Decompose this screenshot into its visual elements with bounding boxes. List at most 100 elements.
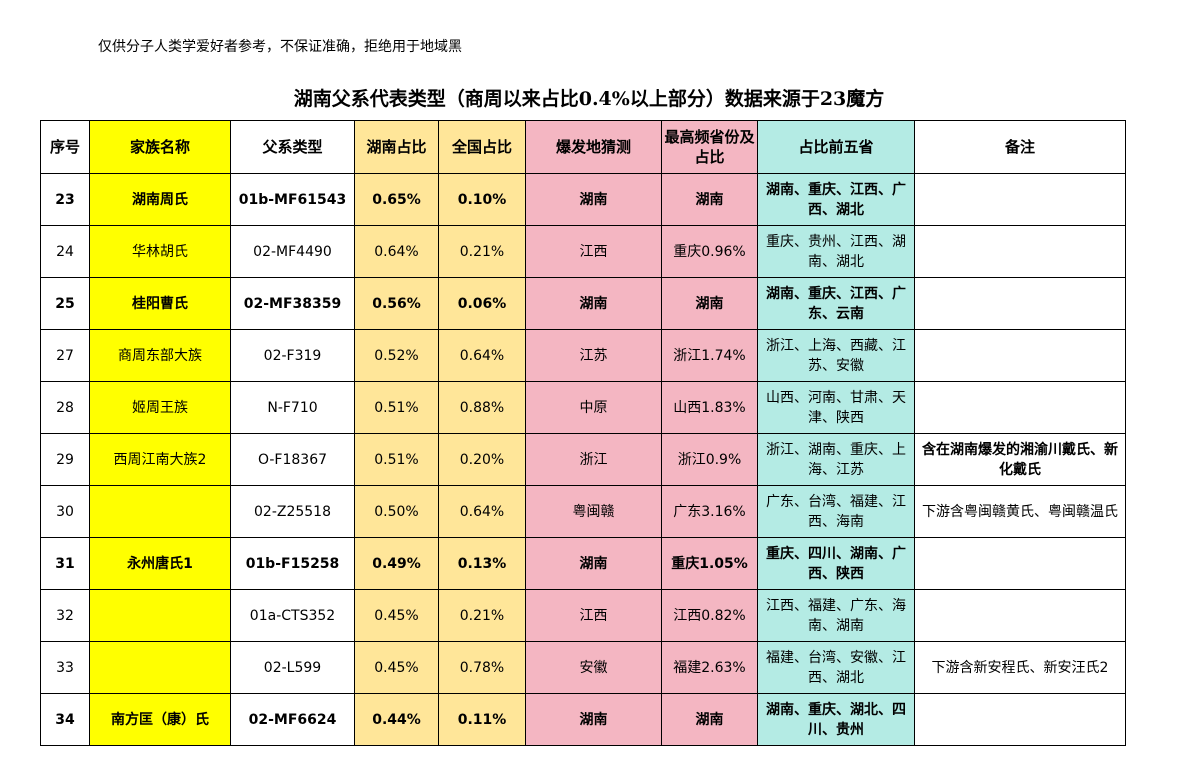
cell-notes (914, 225, 1126, 278)
cell-top-province: 浙江0.9% (661, 433, 758, 486)
cell-lineage-type: 01a-CTS352 (230, 589, 355, 642)
cell-top-province: 重庆0.96% (661, 225, 758, 278)
cell-origin-guess: 江西 (525, 589, 662, 642)
header-lineage-type: 父系类型 (230, 120, 355, 174)
cell-lineage-type: 01b-F15258 (230, 537, 355, 590)
cell-top-province: 福建2.63% (661, 641, 758, 694)
cell-lineage-type: 02-L599 (230, 641, 355, 694)
cell-notes (914, 329, 1126, 382)
table-row: 32 01a-CTS352 0.45% 0.21% 江西 江西0.82% 江西、福建、广东、… (40, 589, 1126, 642)
table-row: 33 02-L599 0.45% 0.78% 安徽 福建2.63% 福建、台湾、安徽、江西、… (40, 641, 1126, 694)
cell-origin-guess: 湖南 (525, 277, 662, 330)
cell-family-name (89, 485, 231, 538)
cell-top5-provinces: 福建、台湾、安徽、江西、湖北 (757, 641, 915, 694)
cell-lineage-type: 02-MF38359 (230, 277, 355, 330)
cell-hunan-share: 0.64% (354, 225, 439, 278)
cell-lineage-type: 01b-MF61543 (230, 173, 355, 226)
cell-lineage-type: N-F710 (230, 381, 355, 434)
cell-family-name: 商周东部大族 (89, 329, 231, 382)
cell-origin-guess: 粤闽赣 (525, 485, 662, 538)
cell-origin-guess: 浙江 (525, 433, 662, 486)
cell-hunan-share: 0.56% (354, 277, 439, 330)
cell-top-province: 湖南 (661, 693, 758, 746)
disclaimer-text: 仅供分子人类学爱好者参考，不保证准确，拒绝用于地域黑 (98, 39, 462, 55)
cell-index: 27 (40, 329, 90, 382)
cell-national-share: 0.21% (438, 589, 526, 642)
cell-index: 29 (40, 433, 90, 486)
cell-index: 33 (40, 641, 90, 694)
cell-top5-provinces: 重庆、四川、湖南、广西、陕西 (757, 537, 915, 590)
cell-notes (914, 693, 1126, 746)
header-top5-provinces: 占比前五省 (757, 120, 915, 174)
cell-index: 32 (40, 589, 90, 642)
cell-lineage-type: 02-MF4490 (230, 225, 355, 278)
cell-index: 30 (40, 485, 90, 538)
cell-lineage-type: 02-Z25518 (230, 485, 355, 538)
cell-notes (914, 589, 1126, 642)
cell-origin-guess: 江西 (525, 225, 662, 278)
table-row: 30 02-Z25518 0.50% 0.64% 粤闽赣 广东3.16% 广东、台湾、福建、… (40, 485, 1126, 538)
cell-top-province: 重庆1.05% (661, 537, 758, 590)
cell-hunan-share: 0.52% (354, 329, 439, 382)
cell-hunan-share: 0.44% (354, 693, 439, 746)
cell-top5-provinces: 湖南、重庆、江西、广东、云南 (757, 277, 915, 330)
cell-national-share: 0.64% (438, 329, 526, 382)
cell-family-name: 南方匡（康）氏 (89, 693, 231, 746)
cell-national-share: 0.10% (438, 173, 526, 226)
cell-hunan-share: 0.50% (354, 485, 439, 538)
cell-index: 31 (40, 537, 90, 590)
cell-top5-provinces: 江西、福建、广东、海南、湖南 (757, 589, 915, 642)
cell-notes (914, 173, 1126, 226)
cell-family-name (89, 641, 231, 694)
lineage-table: 序号 家族名称 父系类型 湖南占比 全国占比 爆发地猜测 最高频省份及占比 占比… (40, 120, 1126, 746)
cell-origin-guess: 湖南 (525, 173, 662, 226)
cell-lineage-type: 02-MF6624 (230, 693, 355, 746)
cell-top5-provinces: 广东、台湾、福建、江西、海南 (757, 485, 915, 538)
cell-notes (914, 277, 1126, 330)
cell-origin-guess: 安徽 (525, 641, 662, 694)
cell-top-province: 湖南 (661, 173, 758, 226)
cell-top-province: 湖南 (661, 277, 758, 330)
cell-national-share: 0.11% (438, 693, 526, 746)
header-top-province: 最高频省份及占比 (661, 120, 758, 174)
page-title: 湖南父系代表类型（商周以来占比0.4%以上部分）数据来源于23魔方 (293, 88, 885, 110)
cell-notes (914, 381, 1126, 434)
cell-top-province: 浙江1.74% (661, 329, 758, 382)
cell-lineage-type: 02-F319 (230, 329, 355, 382)
cell-notes (914, 537, 1126, 590)
cell-notes: 含在湖南爆发的湘渝川戴氏、新化戴氏 (914, 433, 1126, 486)
cell-family-name: 姬周王族 (89, 381, 231, 434)
header-national-share: 全国占比 (438, 120, 526, 174)
cell-national-share: 0.13% (438, 537, 526, 590)
cell-lineage-type: O-F18367 (230, 433, 355, 486)
header-notes: 备注 (914, 120, 1126, 174)
cell-index: 34 (40, 693, 90, 746)
table-row: 34 南方匡（康）氏 02-MF6624 0.44% 0.11% 湖南 湖南 湖南、重庆、湖北… (40, 693, 1126, 746)
cell-family-name: 华林胡氏 (89, 225, 231, 278)
cell-hunan-share: 0.51% (354, 433, 439, 486)
cell-family-name: 西周江南大族2 (89, 433, 231, 486)
table-row: 25 桂阳曹氏 02-MF38359 0.56% 0.06% 湖南 湖南 湖南、重庆、江西、广… (40, 277, 1126, 330)
table-row: 31 永州唐氏1 01b-F15258 0.49% 0.13% 湖南 重庆1.05% 重庆、四… (40, 537, 1126, 590)
cell-origin-guess: 湖南 (525, 537, 662, 590)
cell-national-share: 0.64% (438, 485, 526, 538)
cell-hunan-share: 0.45% (354, 589, 439, 642)
table-row: 27 商周东部大族 02-F319 0.52% 0.64% 江苏 浙江1.74% 浙江、上海、… (40, 329, 1126, 382)
header-hunan-share: 湖南占比 (354, 120, 439, 174)
cell-national-share: 0.06% (438, 277, 526, 330)
cell-top-province: 广东3.16% (661, 485, 758, 538)
cell-notes: 下游含新安程氏、新安汪氏2 (914, 641, 1126, 694)
table-row: 29 西周江南大族2 O-F18367 0.51% 0.20% 浙江 浙江0.9% 浙江、湖南… (40, 433, 1126, 486)
header-origin-guess: 爆发地猜测 (525, 120, 662, 174)
header-index: 序号 (40, 120, 90, 174)
cell-hunan-share: 0.65% (354, 173, 439, 226)
table-row: 28 姬周王族 N-F710 0.51% 0.88% 中原 山西1.83% 山西、河南、甘肃、… (40, 381, 1126, 434)
cell-index: 24 (40, 225, 90, 278)
cell-family-name: 桂阳曹氏 (89, 277, 231, 330)
cell-hunan-share: 0.51% (354, 381, 439, 434)
cell-top5-provinces: 湖南、重庆、江西、广西、湖北 (757, 173, 915, 226)
cell-top5-provinces: 湖南、重庆、湖北、四川、贵州 (757, 693, 915, 746)
cell-notes: 下游含粤闽赣黄氏、粤闽赣温氏 (914, 485, 1126, 538)
cell-index: 23 (40, 173, 90, 226)
cell-national-share: 0.88% (438, 381, 526, 434)
